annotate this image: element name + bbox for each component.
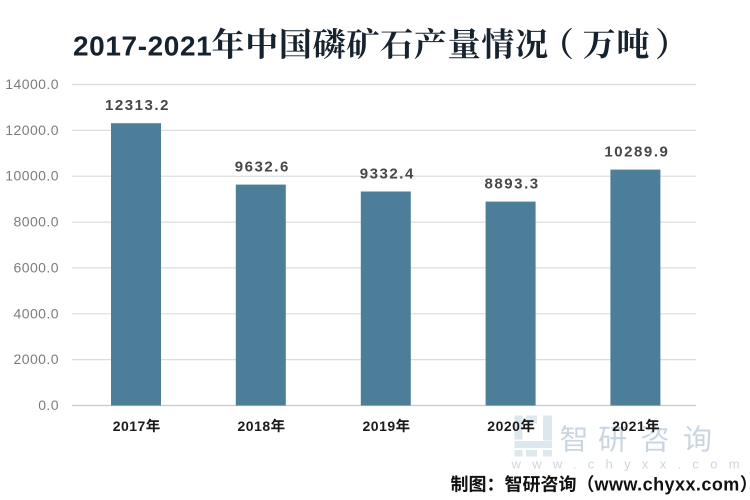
svg-text:www.chyxx.com: www.chyxx.com <box>594 475 740 495</box>
svg-text:4000.0: 4000.0 <box>13 305 59 321</box>
svg-text:2000.0: 2000.0 <box>13 351 59 367</box>
svg-text:8893.3: 8893.3 <box>485 176 540 193</box>
svg-text:2019: 2019 <box>363 418 396 434</box>
svg-text:2017-2021: 2017-2021 <box>73 31 212 62</box>
svg-text:www.chyxx.com: www.chyxx.com <box>511 457 750 472</box>
svg-text:9332.4: 9332.4 <box>360 166 415 183</box>
svg-text:10000.0: 10000.0 <box>5 168 59 184</box>
svg-text:2020: 2020 <box>487 418 520 434</box>
svg-text:12313.2: 12313.2 <box>105 97 170 114</box>
svg-text:2018: 2018 <box>238 418 271 434</box>
svg-text:9632.6: 9632.6 <box>235 159 290 176</box>
svg-text:6000.0: 6000.0 <box>13 259 59 275</box>
svg-text:8000.0: 8000.0 <box>13 214 59 230</box>
svg-text:14000.0: 14000.0 <box>5 76 59 92</box>
svg-text:2021: 2021 <box>612 418 645 434</box>
svg-text:0.0: 0.0 <box>38 397 59 413</box>
svg-text:10289.9: 10289.9 <box>604 144 669 161</box>
svg-text:12000.0: 12000.0 <box>5 122 59 138</box>
svg-text:2017: 2017 <box>113 418 146 434</box>
